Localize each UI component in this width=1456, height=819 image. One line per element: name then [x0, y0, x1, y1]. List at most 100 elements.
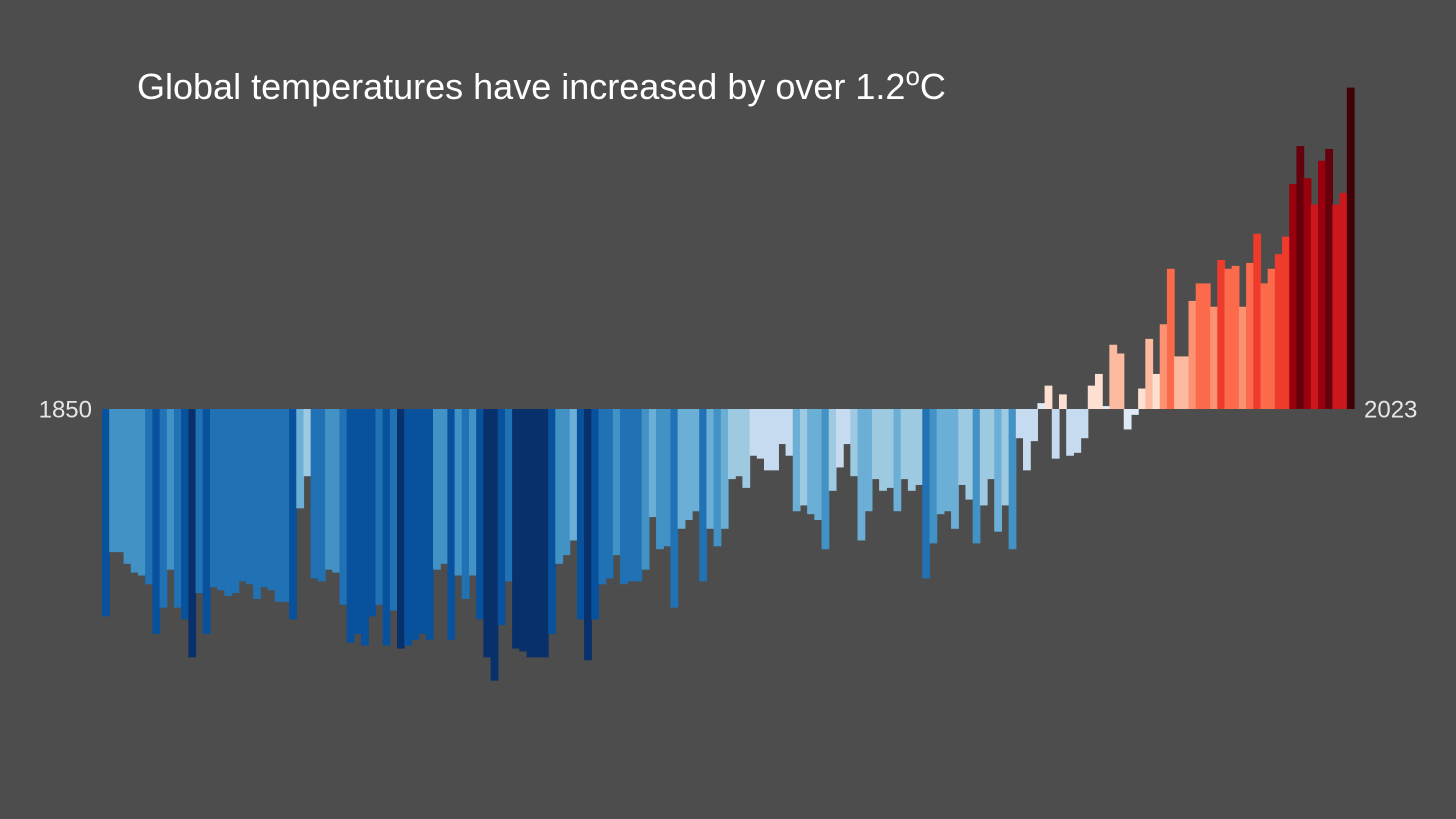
- bar: [519, 409, 528, 652]
- bar: [1238, 306, 1247, 409]
- bar: [217, 409, 225, 591]
- bar: [361, 409, 369, 646]
- bar: [540, 409, 549, 658]
- bar: [828, 409, 837, 491]
- bar: [1066, 409, 1074, 456]
- bar: [735, 409, 743, 477]
- bar: [821, 409, 830, 550]
- bar: [857, 409, 866, 541]
- bar: [296, 409, 305, 509]
- bar: [245, 409, 254, 585]
- bar: [943, 409, 952, 512]
- bar: [1044, 385, 1053, 409]
- bar: [1130, 409, 1139, 415]
- bar: [202, 409, 211, 634]
- bar: [231, 409, 240, 594]
- bar: [713, 409, 722, 547]
- bar: [584, 409, 592, 661]
- bar: [994, 409, 1003, 532]
- bar: [1181, 356, 1190, 409]
- bar: [1303, 178, 1312, 409]
- bar: [907, 409, 916, 491]
- bar: [152, 409, 161, 634]
- bar: [102, 409, 110, 617]
- bar: [879, 409, 887, 491]
- x-tick-label: 2023: [1364, 396, 1417, 423]
- bar: [1152, 373, 1161, 409]
- title-unit: C: [919, 66, 946, 107]
- bar: [447, 409, 456, 640]
- bar: [835, 409, 844, 468]
- bar: [1008, 409, 1017, 550]
- bar: [173, 409, 182, 608]
- bar: [137, 409, 146, 576]
- bar: [325, 409, 333, 570]
- bar: [1267, 268, 1276, 409]
- bar: [763, 409, 772, 471]
- bar: [1224, 268, 1233, 409]
- bar: [1217, 260, 1226, 409]
- bar: [972, 409, 981, 544]
- bar: [778, 409, 787, 445]
- bar: [692, 409, 700, 512]
- bar: [1166, 268, 1175, 409]
- bar: [1339, 192, 1348, 409]
- bar: [181, 409, 189, 620]
- bar: [418, 409, 427, 634]
- bar: [814, 409, 823, 521]
- bar: [166, 409, 175, 570]
- bar: [936, 409, 945, 515]
- bar: [1109, 344, 1118, 409]
- chart-title: Global temperatures have increased by ov…: [137, 63, 946, 108]
- bar: [224, 409, 233, 596]
- bar: [1073, 409, 1082, 453]
- bar: [720, 409, 729, 529]
- bar: [109, 409, 117, 553]
- bar: [397, 409, 405, 649]
- bar: [1282, 236, 1290, 409]
- bar: [850, 409, 859, 477]
- bar: [533, 409, 542, 658]
- bar: [929, 409, 938, 544]
- bar: [454, 409, 463, 576]
- bar: [303, 409, 312, 477]
- bar: [289, 409, 297, 620]
- bar: [684, 409, 693, 521]
- bar: [512, 409, 520, 649]
- bar: [555, 409, 564, 564]
- bar: [958, 409, 967, 485]
- bar: [871, 409, 880, 480]
- bar: [116, 409, 125, 553]
- bar: [497, 409, 506, 626]
- bar: [130, 409, 139, 573]
- bar: [1274, 254, 1283, 409]
- bar: [742, 409, 751, 488]
- bar: [728, 409, 736, 480]
- bar: [267, 409, 276, 591]
- bar: [1246, 262, 1254, 409]
- bar: [1145, 338, 1154, 409]
- bar: [663, 409, 672, 547]
- bar: [749, 409, 758, 456]
- bar: [807, 409, 815, 515]
- bar: [1037, 403, 1046, 409]
- bar: [1318, 160, 1326, 409]
- bar: [253, 409, 261, 599]
- bar: [368, 409, 377, 617]
- bar: [332, 409, 341, 573]
- bar: [598, 409, 607, 585]
- bar: [375, 409, 384, 605]
- bar: [1058, 394, 1067, 409]
- bar: [1332, 204, 1341, 409]
- bar: [353, 409, 362, 634]
- bar: [677, 409, 686, 529]
- bar: [1296, 146, 1305, 410]
- bar: [526, 409, 535, 658]
- bar: [389, 409, 398, 611]
- bar: [591, 409, 600, 620]
- x-tick-label: 1850: [39, 396, 92, 423]
- bar: [1102, 406, 1110, 409]
- bar: [382, 409, 391, 646]
